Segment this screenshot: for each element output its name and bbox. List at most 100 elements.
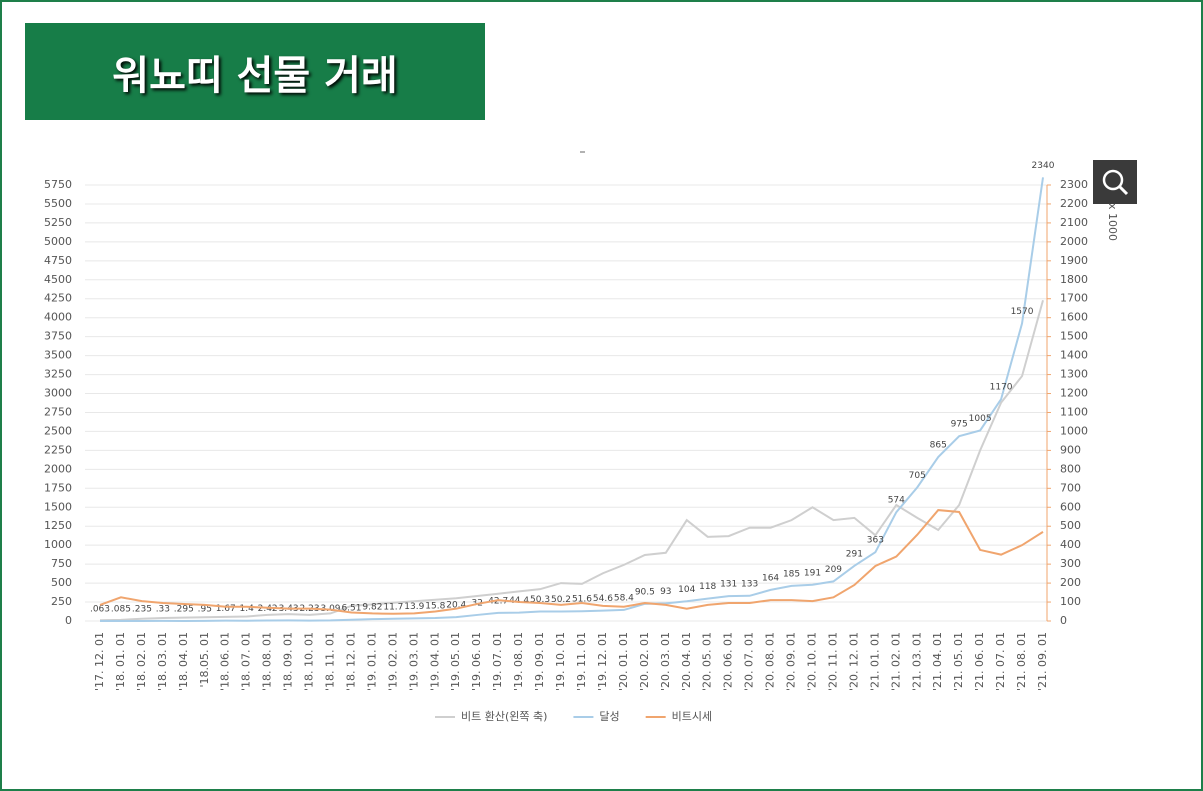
x-tick-label: '18. 08. 01 xyxy=(261,632,274,691)
x-tick-label: '20. 06. 01 xyxy=(722,632,735,691)
data-label: 90.5 xyxy=(635,587,655,597)
x-tick-label: '20. 03. 01 xyxy=(659,632,672,691)
data-label: 42.7 xyxy=(488,596,508,606)
y-tick-label: 3250 xyxy=(44,368,72,381)
y-tick-label: 1750 xyxy=(44,481,72,494)
x-tick-label: '18. 03. 01 xyxy=(156,632,169,691)
y2-tick-label: 2100 xyxy=(1060,216,1088,229)
x-tick-label: '19. 10. 01 xyxy=(554,632,567,691)
data-label: 118 xyxy=(699,582,716,592)
x-tick-label: '19. 12. 01 xyxy=(596,632,609,691)
data-label: 50.2 xyxy=(551,595,571,605)
data-label: 9.82 xyxy=(362,603,382,613)
x-tick-label: '21. 04. 01 xyxy=(931,632,944,691)
data-label: 1570 xyxy=(1011,307,1034,317)
x-tick-label: '21. 03. 01 xyxy=(910,632,923,691)
x-tick-label: '21. 02. 01 xyxy=(889,632,902,691)
y-tick-label: 2750 xyxy=(44,405,72,418)
y-tick-label: 5250 xyxy=(44,216,72,229)
x-tick-label: '18. 10. 01 xyxy=(303,632,316,691)
y2-tick-label: 1300 xyxy=(1060,368,1088,381)
data-label: .085 xyxy=(111,604,131,614)
data-label: 1.67 xyxy=(216,604,236,614)
x-tick-label: '19. 07. 01 xyxy=(491,632,504,691)
data-label: 20.4 xyxy=(446,601,466,611)
y-tick-label: 5500 xyxy=(44,197,72,210)
y2-tick-label: 400 xyxy=(1060,538,1081,551)
data-label: 191 xyxy=(804,568,821,578)
y-tick-label: 2500 xyxy=(44,424,72,437)
data-label: 185 xyxy=(783,569,800,579)
x-tick-label: '21. 07. 01 xyxy=(994,632,1007,691)
y2-tick-label: 2300 xyxy=(1060,178,1088,191)
x-tick-label: '20. 05. 01 xyxy=(701,632,714,691)
y2-tick-label: 2000 xyxy=(1060,235,1088,248)
data-label: 93 xyxy=(660,587,671,597)
zoom-icon[interactable] xyxy=(1093,160,1137,204)
y2-tick-label: 1700 xyxy=(1060,292,1088,305)
x-tick-label: '19. 09. 01 xyxy=(533,632,546,691)
y2-tick-label: 1600 xyxy=(1060,311,1088,324)
y2-tick-label: 0 xyxy=(1060,614,1067,627)
x-tick-label: '18. 11. 01 xyxy=(324,632,337,691)
data-label: 574 xyxy=(888,496,905,506)
x-tick-label: '20. 12. 01 xyxy=(847,632,860,691)
y2-tick-label: 900 xyxy=(1060,443,1081,456)
y-tick-label: 3000 xyxy=(44,387,72,400)
y-tick-label: 3500 xyxy=(44,349,72,362)
legend-label: 달성 xyxy=(599,710,619,723)
data-label: 50.3 xyxy=(530,595,550,605)
y2-tick-label: 1800 xyxy=(1060,273,1088,286)
x-tick-label: '18. 07. 01 xyxy=(240,632,253,691)
y-tick-label: 5000 xyxy=(44,235,72,248)
y-tick-label: 250 xyxy=(51,595,72,608)
x-tick-label: '21. 08. 01 xyxy=(1015,632,1028,691)
data-label: 51.6 xyxy=(572,595,592,605)
y-tick-label: 1250 xyxy=(44,519,72,532)
data-label: 104 xyxy=(678,585,695,595)
y2-tick-label: 200 xyxy=(1060,576,1081,589)
x-tick-label: '18.05. 01 xyxy=(198,632,211,688)
data-label: 1170 xyxy=(990,383,1013,393)
y-tick-label: 2250 xyxy=(44,443,72,456)
x-tick-label: '20. 02. 01 xyxy=(638,632,651,691)
data-label: 291 xyxy=(846,549,863,559)
y2-tick-label: 600 xyxy=(1060,500,1081,513)
y2-tick-label: 1100 xyxy=(1060,405,1088,418)
y2-tick-label: 500 xyxy=(1060,519,1081,532)
series-line xyxy=(99,509,1044,615)
x-tick-label: '19. 08. 01 xyxy=(512,632,525,691)
y-tick-label: 1000 xyxy=(44,538,72,551)
y2-axis-label: x 1000 xyxy=(1106,203,1119,241)
x-tick-label: '19. 03. 01 xyxy=(407,632,420,691)
data-label: 6.51 xyxy=(341,603,361,613)
data-label: .95 xyxy=(198,604,212,614)
data-label: 209 xyxy=(825,565,842,575)
x-tick-label: '20. 07. 01 xyxy=(743,632,756,691)
data-label: 133 xyxy=(741,579,758,589)
x-tick-label: '19. 04. 01 xyxy=(428,632,441,691)
data-label: 11.7 xyxy=(383,602,403,612)
y2-tick-label: 1900 xyxy=(1060,254,1088,267)
x-tick-label: '17. 12. 01 xyxy=(93,632,106,691)
x-tick-label: '19. 11. 01 xyxy=(575,632,588,691)
data-label: .063 xyxy=(90,604,110,614)
x-tick-label: '20. 09. 01 xyxy=(785,632,798,691)
y2-tick-label: 1500 xyxy=(1060,330,1088,343)
x-tick-label: '19. 06. 01 xyxy=(470,632,483,691)
x-tick-label: '19. 05. 01 xyxy=(449,632,462,691)
y2-tick-label: 800 xyxy=(1060,462,1081,475)
y2-tick-label: 100 xyxy=(1060,595,1081,608)
data-label: 363 xyxy=(867,536,884,546)
x-tick-label: '19. 01. 01 xyxy=(365,632,378,691)
x-tick-label: '21. 06. 01 xyxy=(973,632,986,691)
x-tick-label: '18. 12. 01 xyxy=(344,632,357,691)
x-tick-label: '21. 05. 01 xyxy=(952,632,965,691)
y-tick-label: 1500 xyxy=(44,500,72,513)
data-label: 865 xyxy=(930,441,947,451)
data-label: 1.4 xyxy=(240,604,255,614)
series-line xyxy=(99,177,1044,622)
